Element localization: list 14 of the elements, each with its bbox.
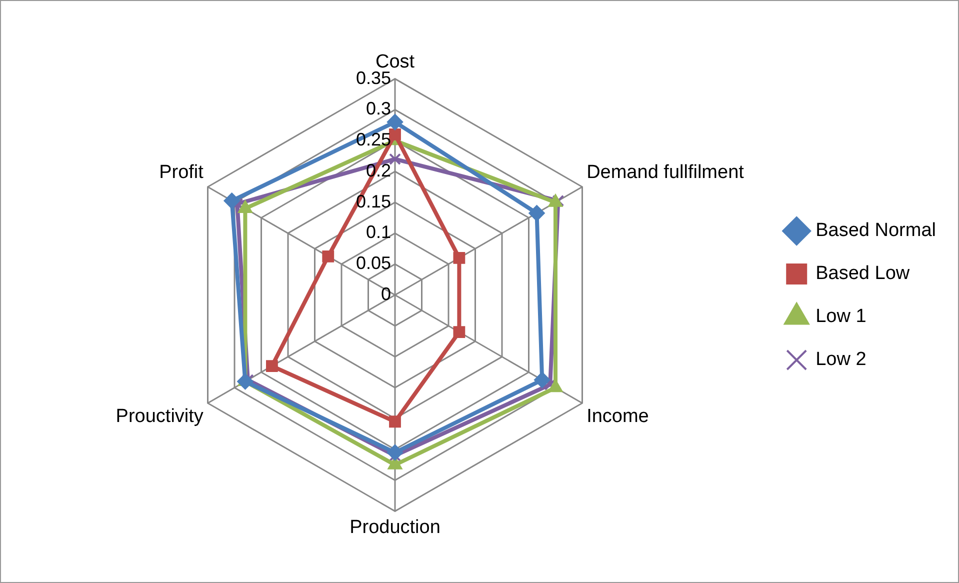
y-tick-label: 0.35	[356, 68, 391, 88]
spoke-label: Prouctivity	[116, 406, 204, 428]
spoke-label: Production	[350, 516, 440, 538]
legend-label: Based Low	[816, 263, 910, 284]
y-tick-label: 0.05	[356, 253, 391, 274]
spoke-label: Demand fullfilment	[586, 162, 745, 184]
legend-label: Low 2	[816, 349, 866, 370]
spoke-label: Profit	[159, 162, 204, 184]
y-tick-label: 0.3	[366, 98, 391, 119]
y-tick-label: 0	[380, 284, 391, 304]
spoke-label: Income	[586, 406, 649, 428]
legend-label: Based Normal	[816, 220, 936, 242]
y-tick-label: 0.1	[366, 222, 391, 242]
legend-label: Low 1	[816, 306, 866, 328]
